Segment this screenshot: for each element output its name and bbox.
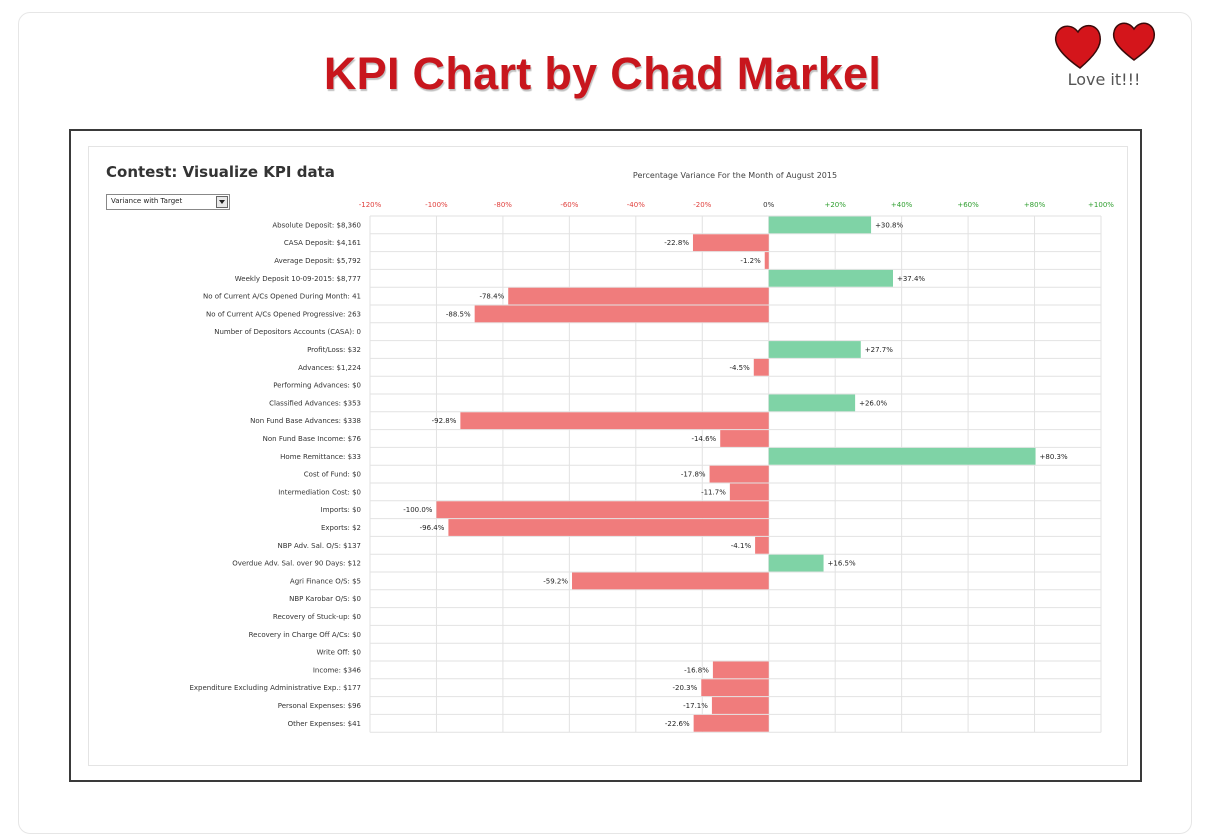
data-label: -17.1% <box>683 702 708 710</box>
data-label: -4.1% <box>731 542 752 550</box>
data-label: -4.5% <box>729 364 750 372</box>
panel-title: Contest: Visualize KPI data <box>106 163 335 181</box>
bar <box>572 572 769 590</box>
bar <box>768 341 861 358</box>
bar <box>709 465 769 483</box>
data-label: -78.4% <box>479 293 504 301</box>
category-label: Recovery in Charge Off A/Cs: $0 <box>249 631 361 639</box>
bar <box>701 679 769 697</box>
category-label: Advances: $1,224 <box>298 364 361 372</box>
data-label: -88.5% <box>446 310 471 318</box>
bar <box>436 501 769 519</box>
tick-label: +100% <box>1088 201 1114 209</box>
category-label: Classified Advances: $353 <box>269 399 361 407</box>
bar <box>768 216 872 234</box>
category-label: Number of Depositors Accounts (CASA): 0 <box>214 328 361 336</box>
bar <box>460 412 769 430</box>
category-label: Weekly Deposit 10-09-2015: $8,777 <box>235 275 361 283</box>
data-label: +37.4% <box>897 275 925 283</box>
bar <box>474 305 769 323</box>
data-label: -22.8% <box>664 239 689 247</box>
data-label: +16.5% <box>828 560 856 568</box>
bar <box>692 234 769 252</box>
data-label: +30.8% <box>875 221 903 229</box>
tick-label: +40% <box>891 201 913 209</box>
category-label: No of Current A/Cs Opened Progressive: 2… <box>206 310 361 318</box>
category-label: Income: $346 <box>313 666 362 674</box>
tick-label: -120% <box>359 201 382 209</box>
data-label: -59.2% <box>543 577 568 585</box>
love-it-text: Love it!!! <box>1067 70 1141 89</box>
category-label: Non Fund Base Advances: $338 <box>250 417 361 425</box>
bar <box>508 287 769 305</box>
tick-label: +60% <box>957 201 979 209</box>
variance-bar-chart: -120% -100% -80% -60% -40% -20% 0% +20% +40% +60%… <box>189 201 1114 733</box>
chart-subtitle: Percentage Variance For the Month of Aug… <box>632 171 838 180</box>
tick-label: 0% <box>763 201 774 209</box>
tick-label: -80% <box>494 201 512 209</box>
bar <box>729 483 769 501</box>
category-label: Non Fund Base Income: $76 <box>263 435 362 443</box>
variance-dropdown[interactable]: Variance with Target <box>106 194 230 210</box>
category-label: Performing Advances: $0 <box>273 382 361 390</box>
heart-left <box>1054 24 1102 69</box>
data-label: -16.8% <box>684 666 709 674</box>
data-label: -14.6% <box>691 435 716 443</box>
tick-label: +80% <box>1024 201 1046 209</box>
heart-right <box>1112 22 1156 61</box>
category-label: Intermediation Cost: $0 <box>278 488 361 496</box>
bar <box>768 394 856 412</box>
bar <box>755 536 769 554</box>
data-label: -96.4% <box>420 524 445 532</box>
tick-label: -100% <box>425 201 448 209</box>
chevron-down-icon <box>219 200 225 204</box>
category-label: Home Remittance: $33 <box>280 453 361 461</box>
category-label: No of Current A/Cs Opened During Month: … <box>203 293 361 301</box>
bar <box>448 519 769 536</box>
category-label: NBP Adv. Sal. O/S: $137 <box>278 542 361 550</box>
two-hearts-icon <box>1054 22 1156 69</box>
data-label: +26.0% <box>859 399 887 407</box>
dropdown-value: Variance with Target <box>111 197 183 205</box>
category-label: Recovery of Stuck-up: $0 <box>273 613 361 621</box>
category-label: Imports: $0 <box>321 506 361 514</box>
category-label: Absolute Deposit: $8,360 <box>272 221 361 229</box>
data-label: -92.8% <box>432 417 457 425</box>
tick-label: -40% <box>627 201 645 209</box>
data-label: -1.2% <box>740 257 761 265</box>
dropdown-button[interactable] <box>216 196 228 208</box>
data-label: -20.3% <box>673 684 698 692</box>
category-label: Other Expenses: $41 <box>288 720 361 728</box>
category-label: NBP Karobar O/S: $0 <box>289 595 361 603</box>
bar <box>764 252 769 269</box>
bar <box>753 358 769 376</box>
data-label: -17.8% <box>681 471 706 479</box>
bar <box>768 269 893 287</box>
category-label: Cost of Fund: $0 <box>304 471 361 479</box>
category-label: Write Off: $0 <box>316 649 361 657</box>
page-title: KPI Chart by Chad Markel <box>323 48 882 99</box>
bar <box>768 554 824 572</box>
data-label: -22.6% <box>665 720 690 728</box>
bar <box>693 714 769 732</box>
bar <box>711 697 769 714</box>
category-label: CASA Deposit: $4,161 <box>284 239 361 247</box>
bar <box>720 430 769 447</box>
tick-label: -20% <box>693 201 711 209</box>
bar <box>768 447 1036 465</box>
category-label: Profit/Loss: $32 <box>307 346 361 354</box>
tick-label: +20% <box>824 201 846 209</box>
data-label: +80.3% <box>1040 453 1068 461</box>
category-label: Personal Expenses: $96 <box>278 702 362 710</box>
category-label: Exports: $2 <box>321 524 361 532</box>
category-label: Expenditure Excluding Administrative Exp… <box>189 684 361 692</box>
data-label: -100.0% <box>403 506 433 514</box>
data-label: -11.7% <box>701 488 726 496</box>
bar <box>712 661 769 679</box>
category-label: Agri Finance O/S: $5 <box>290 577 361 585</box>
data-label: +27.7% <box>865 346 893 354</box>
tick-label: -60% <box>560 201 578 209</box>
category-label: Overdue Adv. Sal. over 90 Days: $12 <box>232 560 361 568</box>
category-label: Average Deposit: $5,792 <box>274 257 361 265</box>
